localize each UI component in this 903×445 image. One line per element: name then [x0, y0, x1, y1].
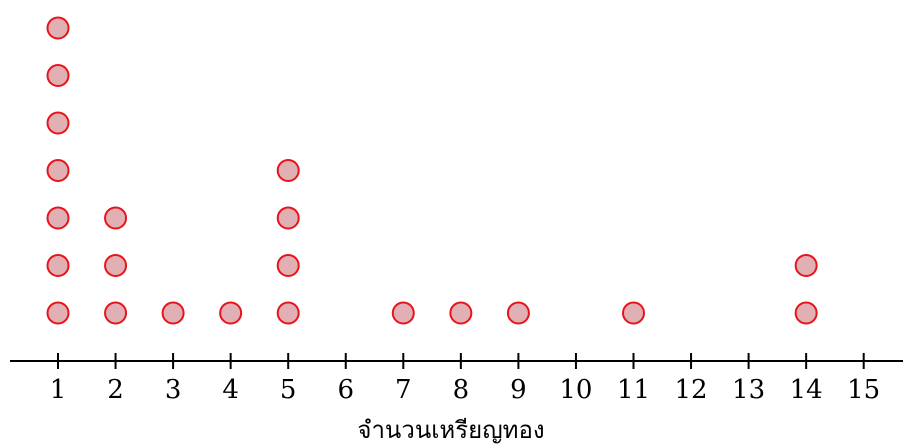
data-dot-2-1	[104, 301, 128, 325]
data-dot-1-4	[46, 159, 70, 182]
data-dot-1-3	[46, 206, 70, 230]
x-tick-label-11: 11	[617, 375, 650, 405]
data-dot-5-2	[276, 254, 300, 277]
data-points	[46, 16, 818, 325]
x-tick-label-5: 5	[280, 375, 297, 405]
x-tick-label-6: 6	[337, 375, 354, 405]
x-tick-label-13: 13	[732, 375, 765, 405]
x-tick-label-1: 1	[50, 375, 67, 405]
x-tick-label-9: 9	[510, 375, 527, 405]
x-axis-title: จำนวนเหรียญทอง	[357, 416, 544, 444]
x-tick-label-12: 12	[675, 375, 708, 405]
data-dot-1-7	[46, 16, 70, 40]
data-dot-8-1	[449, 301, 473, 325]
data-dot-5-3	[276, 206, 300, 230]
data-dot-14-2	[794, 254, 818, 277]
data-dot-1-5	[46, 111, 70, 135]
x-tick-label-8: 8	[453, 375, 470, 405]
x-tick-label-14: 14	[790, 375, 823, 405]
data-dot-5-1	[276, 301, 300, 325]
x-tick-label-15: 15	[847, 375, 880, 405]
x-axis-ticks: 1 2 3 4 5 6 7 8 9 10 11 12 13 14 15	[50, 353, 880, 405]
data-dot-1-2	[46, 254, 70, 277]
x-tick-label-2: 2	[107, 375, 124, 405]
data-dot-4-1	[219, 301, 243, 325]
data-dot-3-1	[161, 301, 185, 325]
data-dot-2-3	[104, 206, 128, 230]
x-tick-label-10: 10	[559, 375, 592, 405]
x-tick-label-7: 7	[395, 375, 412, 405]
data-dot-7-1	[391, 301, 415, 325]
data-dot-5-4	[276, 159, 300, 182]
data-dot-1-1	[46, 301, 70, 325]
data-dot-1-6	[46, 64, 70, 87]
data-dot-2-2	[104, 254, 128, 277]
x-tick-label-4: 4	[222, 375, 239, 405]
data-dot-11-1	[622, 301, 645, 325]
data-dot-14-1	[794, 301, 818, 325]
x-tick-label-3: 3	[165, 375, 182, 405]
data-dot-9-1	[506, 301, 530, 325]
